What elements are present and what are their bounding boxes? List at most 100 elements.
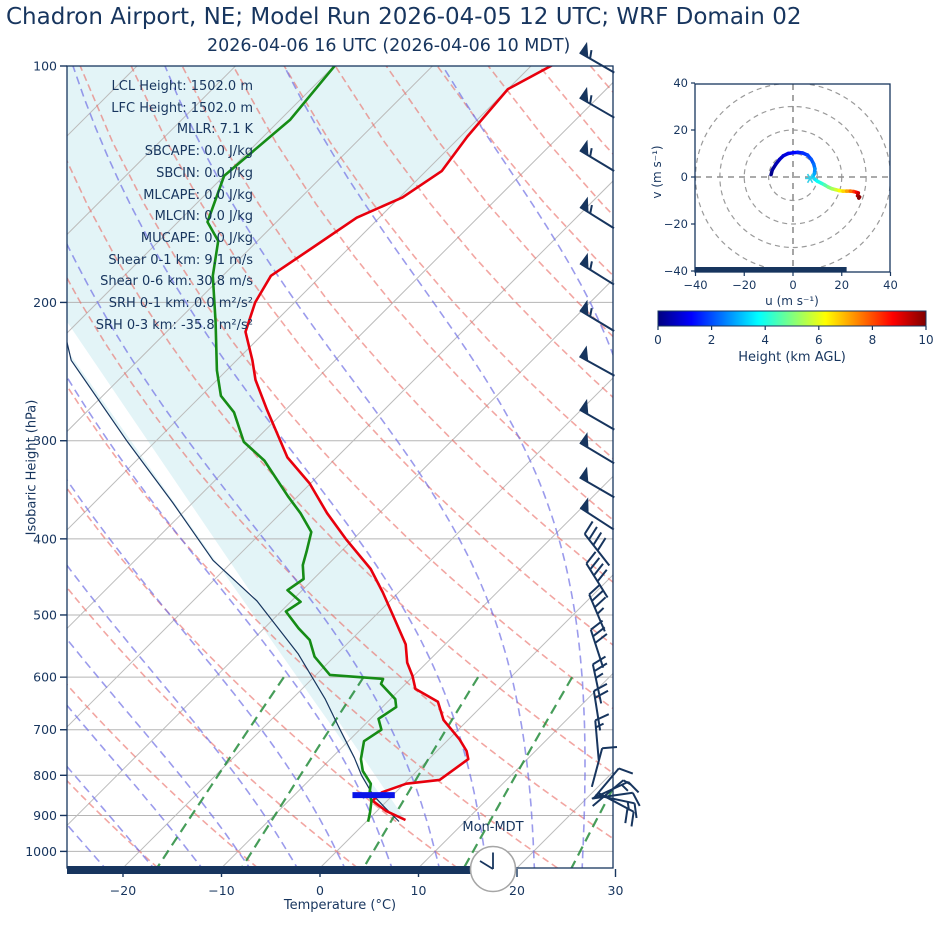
- wind-barb: [594, 713, 610, 761]
- wind-barb: [590, 746, 618, 788]
- moist-adiabat: [67, 564, 299, 868]
- colorbar-tick-label: 8: [869, 333, 877, 347]
- stat-line: MLCIN: 0.0 J/kg: [154, 209, 253, 225]
- isotherm: [67, 278, 613, 827]
- stats-box: LCL Height: 1502.0 m LFC Height: 1502.0 m…: [80, 76, 253, 336]
- dry-adiabat: [67, 276, 613, 840]
- wind-barb: [579, 86, 615, 119]
- isotherm: [67, 66, 335, 334]
- hodograph-trace-segment: [857, 195, 862, 200]
- dewpoint-curve: [206, 66, 398, 823]
- moist-adiabat: [726, 30, 860, 871]
- hodograph-y-axis-label: v (m s⁻¹): [650, 145, 664, 199]
- y-tick-label: 600: [33, 670, 57, 685]
- isotherm: [122, 377, 613, 868]
- dry-adiabat: [334, 66, 613, 399]
- x-axis-label: Temperature (°C): [283, 898, 397, 913]
- dry-adiabat: [232, 66, 613, 522]
- hodograph-x-tick-label: −20: [732, 278, 756, 292]
- moist-adiabat: [72, 66, 488, 868]
- y-tick-label: 900: [33, 808, 57, 823]
- parcel-curve: [67, 339, 400, 822]
- stat-line: Shear 0-1 km: 9.1 m/s: [108, 252, 253, 268]
- wind-barb: [579, 41, 615, 74]
- dry-adiabat: [743, 66, 936, 868]
- wind-barb: [579, 139, 615, 172]
- isotherm: [67, 66, 433, 433]
- wind-barb: [583, 520, 611, 567]
- moist-adiabat: [67, 242, 441, 868]
- moist-adiabat: [67, 704, 203, 868]
- hodograph: [695, 84, 890, 272]
- x-tick-label: −20: [110, 883, 136, 898]
- mixing-ratio-line: [570, 786, 613, 868]
- page-title: Chadron Airport, NE; Model Run 2026-04-0…: [6, 4, 802, 30]
- hodograph-y-tick-label: 0: [681, 170, 688, 184]
- hodograph-x-tick-label: 20: [834, 278, 849, 292]
- x-tick-label: 0: [316, 883, 324, 898]
- y-tick-label: 200: [33, 295, 57, 310]
- dry-adiabat: [436, 66, 613, 277]
- wind-barb-column: [579, 41, 641, 827]
- wind-barb: [589, 619, 608, 669]
- wind-barb: [592, 767, 634, 800]
- isotherm: [418, 672, 613, 868]
- dry-adiabat: [692, 66, 936, 868]
- dry-adiabat: [67, 779, 159, 868]
- wind-barb: [579, 196, 615, 230]
- colorbar-tick-label: 6: [815, 333, 823, 347]
- colorbar-label: Height (km AGL): [738, 350, 846, 365]
- x-tick-label: −10: [208, 883, 234, 898]
- stat-line: MLCAPE: 0.0 J/kg: [143, 187, 253, 203]
- isotherm: [67, 81, 613, 630]
- x-tick-label: 30: [608, 883, 624, 898]
- hodograph-x-tick-label: 40: [883, 278, 898, 292]
- hodograph-y-tick-label: 20: [673, 123, 688, 137]
- storm-motion-marker: [805, 173, 816, 184]
- temperature-curve: [244, 66, 554, 822]
- mixing-ratio-line: [240, 676, 365, 868]
- dry-adiabat: [67, 384, 558, 868]
- y-axis-label: Isobaric Height (hPa): [24, 399, 40, 536]
- hodograph-x-tick-label: −40: [683, 278, 707, 292]
- x-tick-label: 10: [411, 883, 427, 898]
- wind-barb: [579, 398, 615, 431]
- isotherm: [67, 66, 236, 236]
- stat-line: MLLR: 7.1 K: [176, 122, 253, 138]
- wind-barb: [588, 583, 607, 632]
- y-tick-label: 1000: [25, 844, 57, 859]
- wind-barb: [591, 655, 608, 704]
- colorbar-tick-label: 2: [708, 333, 716, 347]
- isotherm: [516, 771, 613, 868]
- moist-adiabat: [67, 375, 393, 868]
- wind-barb: [585, 551, 609, 599]
- hodograph-x-axis-label: u (m s⁻¹): [765, 294, 819, 308]
- hodograph-y-tick-label: −40: [664, 264, 688, 278]
- stat-line: MUCAPE: 0.0 J/kg: [140, 230, 253, 246]
- clock-icon: [469, 845, 517, 893]
- dry-adiabat: [67, 159, 613, 775]
- y-tick-label: 700: [33, 722, 57, 737]
- hodograph-y-tick-label: 40: [673, 76, 688, 90]
- dry-adiabat: [130, 66, 613, 646]
- wind-barb: [597, 792, 635, 827]
- y-tick-label: 400: [33, 531, 57, 546]
- valid-time-subtitle: 2026-04-06 16 UTC (2026-04-06 10 MDT): [207, 36, 571, 56]
- colorbar-tick-label: 0: [654, 333, 662, 347]
- dry-adiabat: [79, 66, 613, 710]
- mixing-ratio-line: [156, 676, 285, 868]
- y-tick-label: 300: [33, 433, 57, 448]
- x-tick-label: 20: [509, 883, 525, 898]
- wind-barb: [579, 466, 615, 499]
- skewt-plot-area: [67, 30, 936, 871]
- dry-adiabat: [487, 66, 613, 217]
- colorbar-gradient: [657, 310, 927, 327]
- surface-bar: [67, 866, 486, 874]
- stat-line: SRH 0-3 km: -35.8 m²/s²: [95, 317, 253, 333]
- hodograph-x-tick-label: 0: [789, 278, 796, 292]
- moist-adiabat: [164, 66, 536, 868]
- wind-barb: [592, 779, 632, 807]
- stat-line: Shear 0-6 km: 30.8 m/s: [100, 274, 253, 290]
- isotherm: [67, 180, 613, 728]
